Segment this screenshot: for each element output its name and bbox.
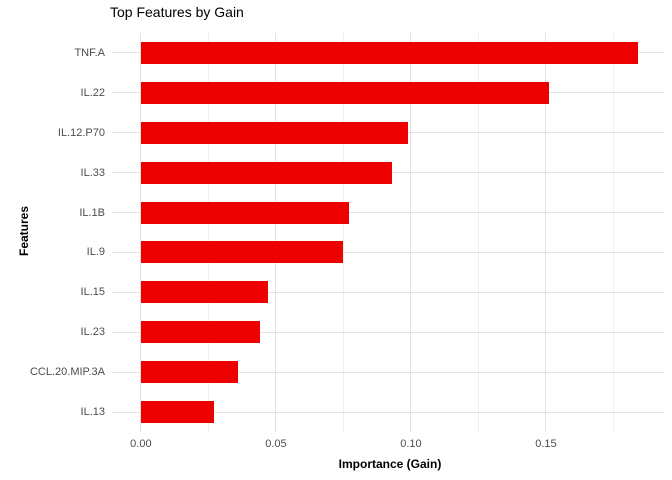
gridline-vertical-major — [545, 33, 547, 432]
x-tick-label: 0.15 — [535, 438, 557, 450]
chart-title: Top Features by Gain — [110, 4, 244, 20]
y-tick-label: IL.33 — [80, 166, 105, 179]
x-tick-label: 0.05 — [265, 438, 287, 450]
bar-il-1b — [140, 201, 349, 224]
gridline-vertical-major — [275, 33, 277, 432]
bar-tnf-a — [140, 41, 638, 64]
gridline-horizontal-major — [112, 251, 664, 253]
x-axis-title: Importance (Gain) — [338, 457, 442, 471]
x-tick-label: 0.10 — [400, 438, 422, 450]
y-tick-label: IL.1B — [79, 206, 105, 219]
bar-ccl-20-mip-3a — [140, 361, 239, 384]
gridline-horizontal-major — [112, 331, 664, 333]
y-tick-label: IL.9 — [86, 246, 105, 259]
y-tick-label: IL.23 — [80, 326, 105, 339]
bar-il-9 — [140, 241, 344, 264]
gridline-horizontal-major — [112, 371, 664, 373]
gridline-vertical-minor — [477, 33, 479, 432]
x-tick-label: 0.00 — [130, 438, 152, 450]
y-tick-label: IL.13 — [80, 406, 105, 419]
gridline-vertical-minor — [612, 33, 614, 432]
gridline-horizontal-major — [112, 411, 664, 413]
y-tick-label: IL.12.P70 — [57, 126, 105, 139]
gridline-vertical-minor — [207, 33, 209, 432]
y-tick-label: IL.22 — [80, 86, 105, 99]
gridline-vertical-major — [410, 33, 412, 432]
gridline-horizontal-major — [112, 291, 664, 293]
gridline-vertical-minor — [342, 33, 344, 432]
plot-panel — [112, 33, 664, 432]
bar-il-15 — [140, 281, 268, 304]
bar-il-23 — [140, 321, 260, 344]
bar-il-33 — [140, 161, 393, 184]
y-tick-label: IL.15 — [80, 286, 105, 299]
y-tick-label: TNF.A — [74, 46, 105, 59]
bar-il-13 — [140, 401, 214, 424]
gridline-horizontal-major — [112, 212, 664, 214]
gridline-vertical-major — [140, 33, 142, 432]
y-tick-label: CCL.20.MIP.3A — [29, 366, 105, 379]
bar-il-12-p70 — [140, 121, 409, 144]
bar-il-22 — [140, 81, 549, 104]
